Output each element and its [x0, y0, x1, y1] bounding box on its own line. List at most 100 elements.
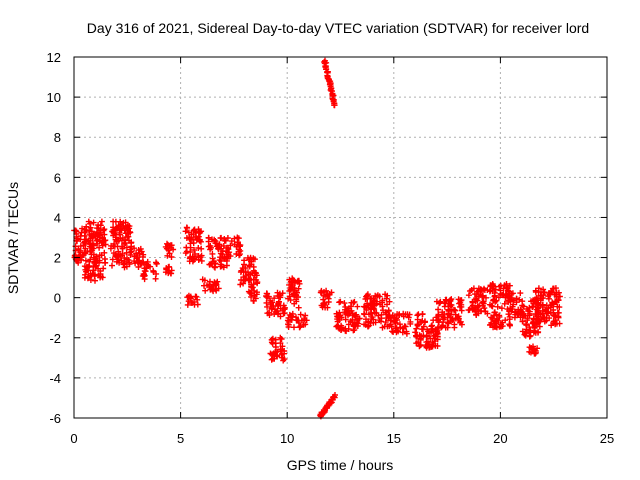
data-point: [350, 323, 357, 330]
data-point: [192, 251, 198, 257]
data-point: [140, 259, 147, 266]
data-point: [412, 329, 419, 336]
data-point: [470, 306, 477, 313]
data-point: [95, 265, 102, 272]
data-point: [509, 303, 516, 310]
data-point: [375, 312, 382, 319]
data-point: [211, 236, 218, 243]
data-point: [413, 332, 419, 339]
data-point: [289, 310, 296, 317]
data-point: [364, 293, 370, 299]
data-point: [519, 328, 526, 335]
data-point: [100, 227, 107, 233]
data-point: [189, 299, 196, 306]
data-point: [277, 340, 284, 347]
data-point: [247, 276, 254, 283]
data-point: [137, 245, 144, 252]
data-point: [436, 300, 443, 307]
data-point: [396, 311, 403, 318]
data-point: [263, 293, 270, 300]
y-tick-label: 4: [54, 210, 61, 225]
data-point: [183, 235, 190, 241]
data-point: [274, 348, 281, 355]
data-point: [552, 313, 559, 320]
data-point: [96, 252, 103, 259]
data-point: [388, 317, 395, 324]
data-point: [206, 261, 213, 268]
data-point: [458, 303, 465, 310]
data-point: [372, 292, 379, 299]
data-point: [379, 324, 386, 331]
data-point: [185, 298, 192, 305]
y-tick-label: -2: [49, 331, 61, 346]
data-point: [90, 251, 97, 258]
data-point: [537, 301, 544, 308]
data-point: [389, 328, 396, 335]
data-point: [116, 231, 123, 238]
axis-ticks: 0 5 10 15 20 25 -6 -4 -2 0 2 4 6 8 10 12: [47, 50, 615, 446]
data-point: [435, 306, 442, 313]
data-point: [529, 304, 536, 310]
data-point: [289, 280, 296, 287]
data-point: [95, 225, 102, 232]
data-point: [326, 291, 333, 297]
data-point: [251, 272, 258, 279]
data-point: [355, 320, 362, 327]
data-point: [99, 274, 106, 281]
data-point: [503, 291, 510, 298]
data-point: [336, 299, 343, 306]
data-point: [318, 287, 325, 294]
data-point: [201, 277, 208, 284]
data-point: [435, 319, 442, 325]
data-point: [85, 273, 92, 280]
data-point: [440, 316, 447, 323]
data-point: [211, 263, 218, 270]
data-point: [227, 242, 234, 249]
data-point: [216, 243, 222, 250]
data-point: [325, 299, 332, 305]
data-point: [493, 297, 500, 304]
data-point: [236, 252, 243, 259]
data-point: [343, 328, 350, 335]
data-point: [385, 307, 392, 314]
data-point: [324, 304, 331, 311]
data-point: [82, 271, 89, 278]
data-point: [228, 238, 235, 245]
data-point: [263, 299, 270, 306]
data-point: [86, 262, 93, 269]
data-point: [352, 312, 359, 319]
data-point: [87, 224, 94, 231]
data-point: [405, 314, 412, 321]
data-point: [142, 265, 149, 272]
data-point: [549, 285, 556, 292]
data-point: [494, 303, 501, 310]
data-point: [121, 264, 128, 271]
data-point: [536, 323, 543, 330]
data-point: [114, 243, 121, 250]
data-point: [273, 352, 280, 359]
data-point: [237, 269, 244, 276]
data-point: [109, 262, 115, 269]
data-point: [497, 282, 504, 289]
data-point: [414, 322, 421, 329]
data-point: [556, 304, 563, 311]
data-point: [545, 295, 552, 302]
data-point: [250, 263, 257, 270]
data-point: [302, 312, 309, 319]
data-point: [336, 309, 343, 316]
data-point: [539, 295, 546, 302]
data-point: [168, 270, 175, 277]
data-point: [270, 303, 277, 309]
data-point: [520, 303, 527, 310]
data-point: [212, 240, 219, 247]
data-point: [346, 305, 352, 312]
y-tick-label: 2: [54, 251, 61, 266]
data-point: [92, 258, 98, 265]
data-point: [197, 238, 204, 245]
data-point: [246, 262, 253, 269]
data-point: [414, 316, 421, 323]
data-point: [465, 292, 472, 299]
data-point: [491, 289, 498, 296]
data-point: [286, 281, 293, 288]
data-point: [153, 259, 159, 266]
